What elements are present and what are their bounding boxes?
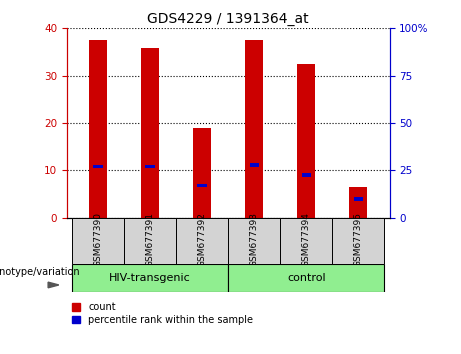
Bar xyxy=(245,40,263,218)
Polygon shape xyxy=(48,282,59,288)
Text: GSM677394: GSM677394 xyxy=(302,212,311,267)
Legend: count, percentile rank within the sample: count, percentile rank within the sample xyxy=(72,302,253,325)
Text: GSM677392: GSM677392 xyxy=(198,212,207,267)
Bar xyxy=(249,163,259,167)
Bar xyxy=(349,187,367,218)
Bar xyxy=(354,197,363,201)
Bar xyxy=(280,218,332,264)
Bar xyxy=(228,264,384,292)
Bar xyxy=(197,184,207,187)
Text: genotype/variation: genotype/variation xyxy=(0,267,80,277)
Text: GSM677393: GSM677393 xyxy=(250,212,259,267)
Text: control: control xyxy=(287,273,325,283)
Text: GSM677395: GSM677395 xyxy=(354,212,363,267)
Bar xyxy=(145,165,155,169)
Text: HIV-transgenic: HIV-transgenic xyxy=(109,273,191,283)
Bar xyxy=(228,218,280,264)
Bar xyxy=(72,218,124,264)
Text: GSM677390: GSM677390 xyxy=(94,212,103,267)
Text: GSM677391: GSM677391 xyxy=(146,212,154,267)
Title: GDS4229 / 1391364_at: GDS4229 / 1391364_at xyxy=(148,12,309,26)
Bar xyxy=(72,264,228,292)
Bar xyxy=(176,218,228,264)
Bar xyxy=(193,128,211,218)
Bar xyxy=(124,218,176,264)
Bar xyxy=(89,40,107,218)
Bar xyxy=(94,165,103,169)
Bar xyxy=(141,48,159,218)
Bar xyxy=(297,64,315,218)
Bar xyxy=(332,218,384,264)
Bar xyxy=(301,173,311,177)
